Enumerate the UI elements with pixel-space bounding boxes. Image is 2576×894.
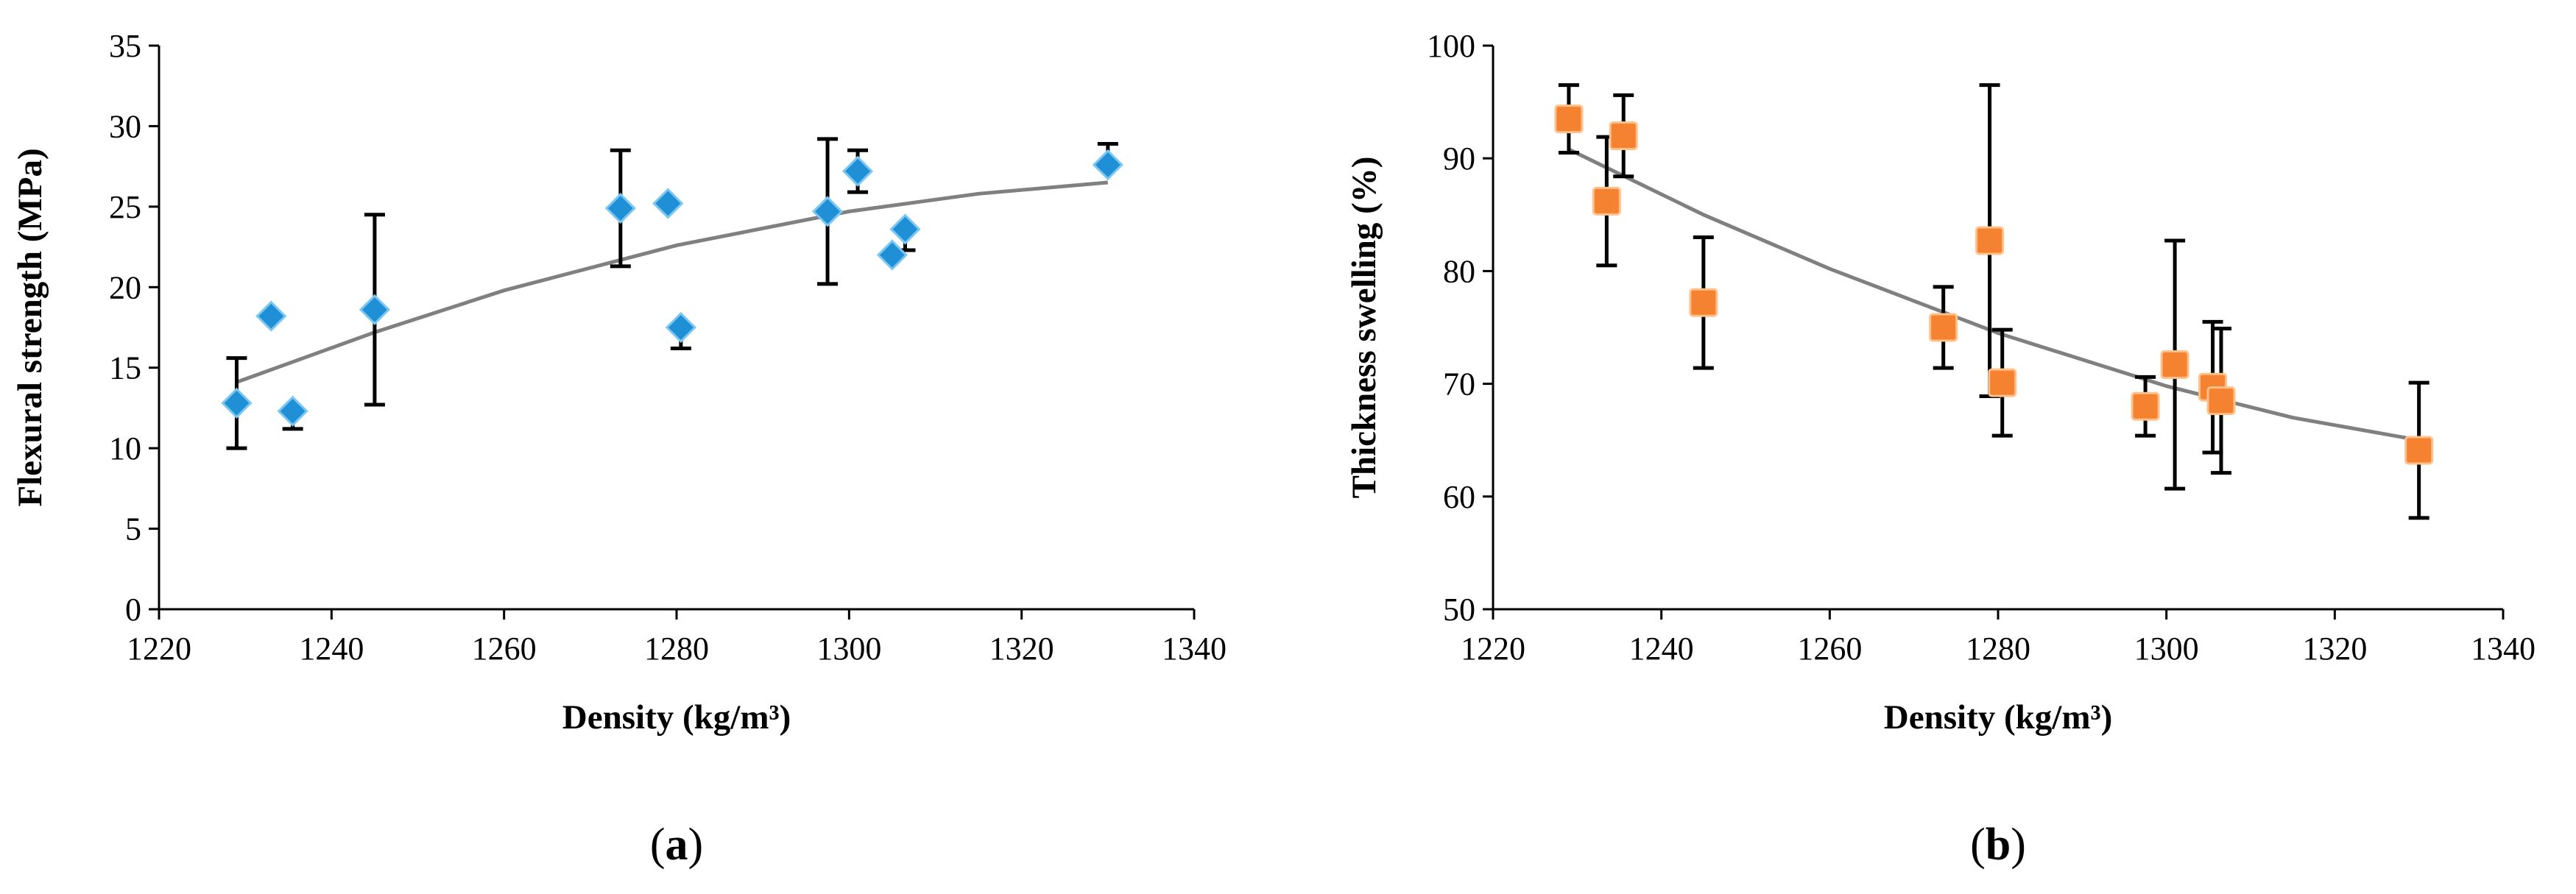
panel-label-paren: ( — [1970, 820, 1986, 870]
x-tick-label: 1260 — [472, 631, 537, 667]
y-tick-label: 90 — [1443, 141, 1475, 177]
panel-label-letter: b — [1986, 820, 2011, 870]
x-axis-title: Density (kg/m³) — [1884, 698, 2112, 737]
chart-b-thickness-swelling: 50 60 70 80 90 100 1220 1240 1260 1280 1300 1320 134… — [1345, 28, 2536, 870]
x-tick-label: 1240 — [1629, 631, 1694, 667]
data-point-square — [1988, 368, 2017, 397]
data-point-diamond — [652, 188, 684, 219]
y-axis-title: Flexural strength (MPa) — [11, 148, 49, 506]
x-tick-label: 1240 — [299, 631, 364, 667]
data-point-diamond — [876, 239, 908, 271]
data-point-square — [1929, 313, 1958, 342]
x-tick-label: 1220 — [127, 631, 191, 667]
data-point-square — [1554, 104, 1584, 134]
y-tick-label: 30 — [109, 108, 141, 144]
panel-label-letter: a — [666, 820, 688, 870]
x-tick-label: 1340 — [1162, 631, 1227, 667]
y-axis-title: Thickness swelling (%) — [1345, 157, 1383, 499]
x-tick-label: 1340 — [2471, 631, 2536, 667]
y-tick-label: 35 — [109, 28, 141, 64]
data-point-square — [1975, 226, 2005, 255]
data-point-square — [2206, 386, 2236, 416]
chart-a-flexural-strength: 0 5 10 15 20 25 30 35 1220 1240 1260 1280 1300 1320 13… — [11, 28, 1227, 870]
y-tick-label: 100 — [1427, 28, 1475, 64]
y-tick-label: 20 — [109, 269, 141, 305]
panel-label: (a) — [650, 820, 703, 870]
y-tick-label: 25 — [109, 189, 141, 225]
x-tick-label: 1300 — [2134, 631, 2199, 667]
panel-label-paren: ) — [688, 820, 704, 870]
data-point-square — [2131, 391, 2160, 421]
data-point-square — [1592, 186, 1621, 216]
x-tick-label: 1280 — [644, 631, 709, 667]
y-tick-label: 60 — [1443, 479, 1475, 515]
panel-label-paren: ) — [2011, 820, 2026, 870]
x-tick-label: 1320 — [989, 631, 1054, 667]
x-tick-label: 1300 — [816, 631, 881, 667]
x-tick-label: 1320 — [2302, 631, 2367, 667]
data-point-diamond — [841, 155, 874, 187]
data-point-diamond — [889, 213, 921, 245]
panel-label: (b) — [1970, 820, 2026, 870]
data-point-diamond — [604, 192, 636, 224]
data-point-square — [2404, 436, 2434, 465]
y-tick-label: 10 — [109, 430, 141, 466]
y-tick-label: 0 — [125, 592, 141, 628]
data-point-diamond — [811, 196, 844, 227]
data-point-diamond — [255, 300, 287, 332]
y-tick-label: 50 — [1443, 592, 1475, 628]
data-point-diamond — [1092, 149, 1123, 181]
panel-label-paren: ( — [650, 820, 666, 870]
y-tick-label: 15 — [109, 350, 141, 386]
data-point-diamond — [277, 395, 308, 427]
data-point-square — [2160, 350, 2189, 380]
data-point-diamond — [359, 294, 391, 326]
y-tick-label: 80 — [1443, 253, 1475, 289]
data-point-diamond — [665, 311, 696, 344]
data-point-square — [1609, 121, 1638, 151]
data-point-square — [1689, 288, 1718, 317]
x-tick-label: 1280 — [1966, 631, 2030, 667]
y-tick-label: 5 — [125, 511, 141, 547]
x-tick-label: 1220 — [1461, 631, 1525, 667]
x-tick-label: 1260 — [1797, 631, 1862, 667]
trendline — [1567, 147, 2420, 442]
data-point-diamond — [221, 387, 253, 419]
x-axis-title: Density (kg/m³) — [562, 698, 791, 737]
y-tick-label: 70 — [1443, 366, 1475, 402]
